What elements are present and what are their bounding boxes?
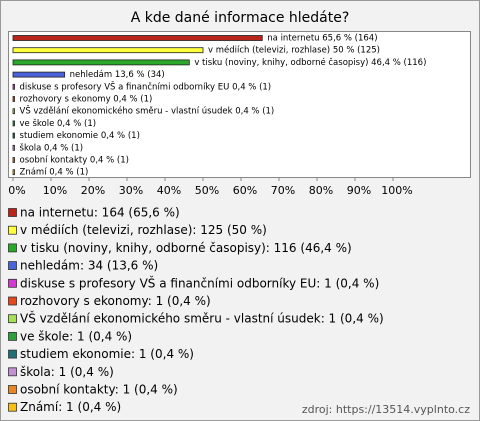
legend-label: v médiích (televizi, rozhlase): 125 (50 … — [20, 223, 267, 237]
legend-swatch — [8, 314, 17, 324]
legend-swatch — [8, 331, 17, 341]
data-label: studiem ekonomie 0,4 % (1) — [20, 131, 140, 141]
data-label: osobní kontakty 0,4 % (1) — [20, 156, 129, 166]
legend-swatch — [8, 385, 17, 394]
legend-swatch — [8, 261, 17, 271]
legend-label: studiem ekonomie: 1 (0,4 %) — [20, 347, 194, 361]
legend-label: na internetu: 164 (65,6 %) — [20, 206, 180, 220]
legend-swatch — [8, 278, 17, 288]
bar — [12, 108, 15, 115]
bar — [12, 132, 15, 139]
data-label: na internetu 65,6 % (164) — [267, 34, 377, 44]
source: zdroj: https://13514.vyplnto.cz — [302, 403, 470, 416]
bar — [12, 157, 15, 163]
legend-swatch — [8, 225, 17, 235]
x-tick-label: 70% — [271, 184, 295, 197]
legend-label: škola: 1 (0,4 %) — [20, 365, 114, 379]
bar — [12, 120, 15, 127]
data-label: nehledám 13,6 % (34) — [70, 70, 165, 80]
legend-swatch — [8, 367, 17, 377]
legend-label: ve škole: 1 (0,4 %) — [20, 329, 132, 343]
bar — [12, 144, 15, 151]
legend-label: nehledám: 34 (13,6 %) — [20, 259, 158, 273]
x-tick-label: 10% — [43, 184, 67, 197]
plot-area — [8, 31, 471, 178]
bar — [12, 59, 190, 66]
data-label: škola 0,4 % (1) — [20, 142, 84, 153]
bar — [12, 35, 263, 41]
data-label: ve škole 0,4 % (1) — [20, 118, 97, 129]
x-tick-label: 50% — [195, 184, 219, 197]
x-tick-label: 100% — [381, 184, 412, 197]
x-tick-label: 80% — [309, 184, 333, 197]
x-tick-label: 40% — [157, 184, 181, 197]
legend-label: rozhovory s ekonomy: 1 (0,4 %) — [20, 294, 211, 308]
legend-swatch — [8, 208, 17, 217]
bar — [12, 47, 204, 54]
bar — [12, 169, 15, 176]
bar — [12, 83, 15, 90]
x-tick-label: 20% — [81, 184, 105, 197]
legend-swatch — [8, 349, 17, 359]
x-tick-label: 30% — [119, 184, 143, 197]
legend-swatch — [8, 296, 17, 306]
data-label: Známí 0,4 % (1) — [20, 168, 89, 178]
legend-swatch — [8, 243, 17, 253]
legend-label: Známí: 1 (0,4 %) — [20, 400, 121, 414]
data-label: rozhovory s ekonomy 0,4 % (1) — [20, 95, 153, 105]
bar — [12, 71, 66, 78]
legend-label: VŠ vzdělání ekonomického směru - vlastní… — [20, 311, 384, 326]
legend-label: diskuse s profesory VŠ a finančními odbo… — [20, 275, 379, 290]
x-tick-label: 90% — [347, 184, 371, 197]
data-label: diskuse s profesory VŠ a finančními odbo… — [20, 80, 272, 92]
bar — [12, 96, 15, 102]
x-tick-label: 0% — [8, 184, 25, 197]
legend-label: osobní kontakty: 1 (0,4 %) — [20, 383, 178, 397]
x-tick-label: 60% — [233, 184, 257, 197]
data-label: v médiích (televizi, rozhlase) 50 % (125… — [208, 45, 380, 56]
legend-label: v tisku (noviny, knihy, odborné časopisy… — [20, 241, 352, 255]
chart-title: A kde dané informace hledáte? — [131, 10, 350, 26]
legend-swatch — [8, 402, 17, 412]
data-label: v tisku (noviny, knihy, odborné časopisy… — [194, 57, 426, 68]
data-label: VŠ vzdělání ekonomického směru - vlastní… — [20, 105, 275, 117]
